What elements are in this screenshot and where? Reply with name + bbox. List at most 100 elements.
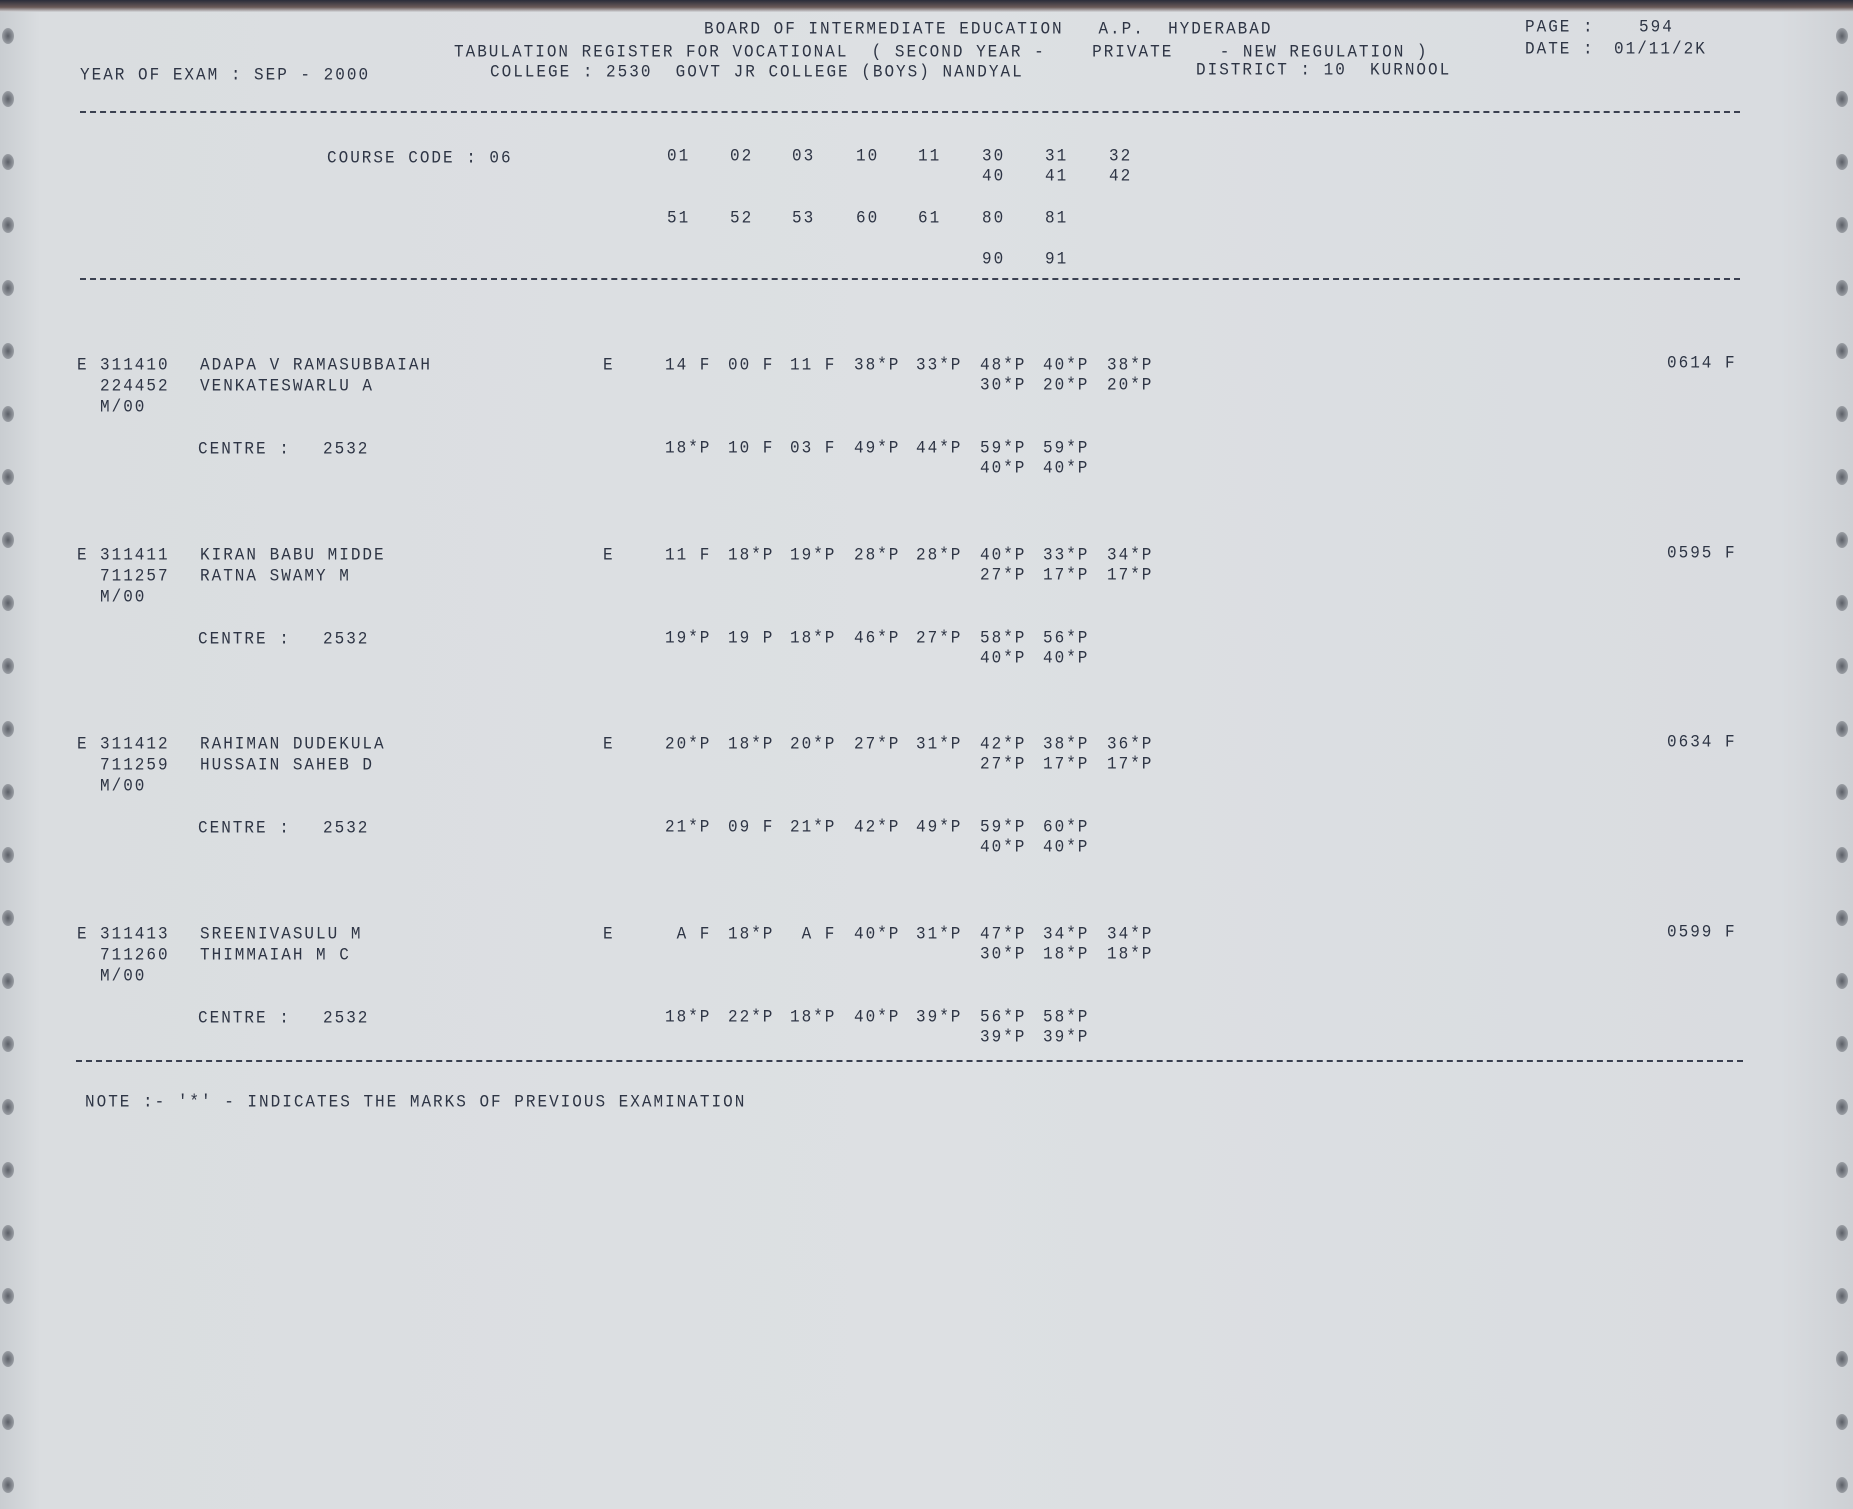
subject-mark: 59*P [980, 438, 1027, 458]
board-title: BOARD OF INTERMEDIATE EDUCATION A.P. HYD… [704, 19, 1273, 39]
page-label: PAGE : [1525, 17, 1595, 37]
subject-mark: 56*P [980, 1006, 1027, 1027]
subject-mark: 28*P [916, 544, 963, 565]
total-result: 0599 F [1667, 921, 1737, 942]
register-title: TABULATION REGISTER FOR VOCATIONAL ( SEC… [454, 42, 1429, 62]
tractor-feed-hole [1836, 469, 1848, 485]
subject-mark: 49*P [916, 817, 963, 837]
subject-code: 30 [982, 146, 1006, 166]
tractor-feed-hole [2, 1477, 14, 1493]
subject-mark: 19 P [728, 627, 775, 648]
tractor-feed-hole [2, 91, 14, 107]
centre-label: CENTRE : [198, 628, 291, 649]
subject-mark: 49*P [854, 438, 901, 458]
subject-mark: 34*P [1043, 923, 1090, 944]
subject-mark: 40*P [980, 647, 1027, 668]
subject-mark: 59*P [1043, 438, 1090, 458]
tractor-feed-hole [1836, 217, 1848, 233]
tractor-feed-hole [1836, 973, 1848, 989]
tractor-feed-hole [1836, 406, 1848, 422]
subject-mark: 46*P [854, 627, 901, 648]
tractor-feed-hole [2, 406, 14, 422]
paper-top-edge [0, 0, 1853, 12]
subject-mark: 40*P [1043, 837, 1090, 857]
subject-mark: 09 F [728, 817, 775, 837]
subject-mark: 17*P [1107, 754, 1154, 774]
student-prefix: E [77, 734, 89, 754]
tractor-feed-hole [1836, 154, 1848, 170]
subject-code: 03 [792, 146, 816, 166]
tractor-feed-hole [1836, 532, 1848, 548]
subject-mark: 59*P [980, 817, 1027, 837]
date-label: DATE : [1525, 39, 1595, 59]
roll-number: 311413 [100, 923, 170, 944]
subject-mark: 27*P [854, 734, 901, 754]
subject-mark: 39*P [1043, 1026, 1090, 1047]
registration-number: 711260 [100, 944, 170, 965]
subject-mark: 10 F [728, 438, 775, 458]
student-prefix: E [77, 544, 89, 565]
subject-code: 41 [1045, 166, 1069, 186]
tractor-feed-hole [1836, 1288, 1848, 1304]
student-prefix: E [77, 355, 89, 375]
course-code-label: COURSE CODE : 06 [327, 148, 513, 168]
student-name: SREENIVASULU M [200, 923, 363, 944]
tractor-feed-hole [2, 784, 14, 800]
footnote: NOTE :- '*' - INDICATES THE MARKS OF PRE… [85, 1092, 747, 1112]
centre-label: CENTRE : [198, 818, 291, 838]
medium: E [603, 355, 615, 375]
subject-code: 01 [667, 146, 691, 166]
subject-code: 02 [730, 146, 754, 166]
tractor-feed-hole [1836, 784, 1848, 800]
subject-mark: 40*P [980, 544, 1027, 565]
tractor-feed-hole [2, 1162, 14, 1178]
subject-mark: 17*P [1107, 564, 1154, 585]
tractor-feed-hole [1836, 1225, 1848, 1241]
subject-mark: A F [665, 923, 712, 944]
subject-mark: 22*P [728, 1006, 775, 1027]
subject-mark: 34*P [1107, 544, 1154, 565]
dashed-separator [76, 1060, 1743, 1062]
subject-mark: 20*P [790, 734, 837, 754]
subject-mark: 48*P [980, 355, 1027, 375]
subject-mark: 17*P [1043, 754, 1090, 774]
subject-mark: 40*P [980, 837, 1027, 857]
tractor-feed-hole [2, 973, 14, 989]
subject-mark: 38*P [1043, 734, 1090, 754]
subject-mark: 33*P [1043, 544, 1090, 565]
tractor-feed-hole [1836, 91, 1848, 107]
subject-mark: 18*P [728, 923, 775, 944]
subject-mark: 27*P [916, 627, 963, 648]
centre-label: CENTRE : [198, 1007, 291, 1028]
subject-mark: 31*P [916, 734, 963, 754]
subject-mark: 60*P [1043, 817, 1090, 837]
subject-mark: 40*P [980, 458, 1027, 478]
tractor-feed-hole [2, 1414, 14, 1430]
roll-number: 311411 [100, 544, 170, 565]
tractor-feed-hole [1836, 28, 1848, 44]
tractor-feed-hole [2, 910, 14, 926]
tractor-feed-hole [2, 28, 14, 44]
subject-mark: 30*P [980, 375, 1027, 395]
registration-number: 711259 [100, 755, 170, 775]
subject-mark: 18*P [728, 544, 775, 565]
subject-code: 51 [667, 208, 691, 228]
subject-mark: 42*P [854, 817, 901, 837]
tractor-feed-hole [2, 1225, 14, 1241]
subject-mark: A F [790, 923, 837, 944]
subject-code: 53 [792, 208, 816, 228]
subject-mark: 44*P [916, 438, 963, 458]
subject-mark: 20*P [1043, 375, 1090, 395]
registration-number: 224452 [100, 376, 170, 396]
subject-code: 80 [982, 208, 1006, 228]
subject-code: 42 [1109, 166, 1133, 186]
father-name: HUSSAIN SAHEB D [200, 755, 375, 775]
subject-mark: 58*P [1043, 1006, 1090, 1027]
tractor-feed-hole [2, 1351, 14, 1367]
subject-mark: 11 F [665, 544, 712, 565]
subject-mark: 19*P [665, 627, 712, 648]
subject-mark: 31*P [916, 923, 963, 944]
subject-mark: 40*P [854, 1006, 901, 1027]
year-of-exam: YEAR OF EXAM : SEP - 2000 [80, 65, 371, 85]
date-value: 01/11/2K [1614, 39, 1707, 59]
